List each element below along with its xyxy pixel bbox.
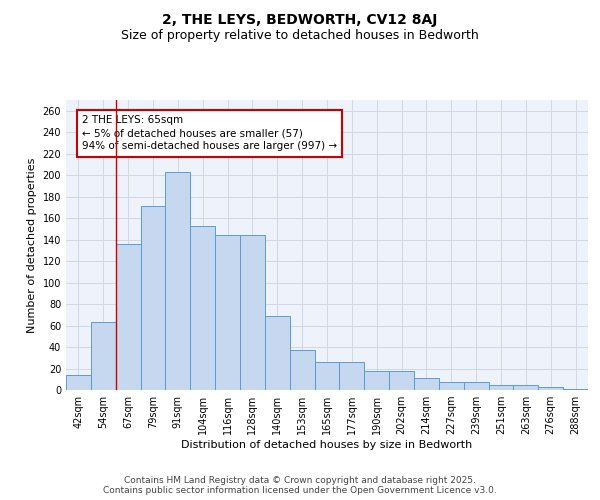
X-axis label: Distribution of detached houses by size in Bedworth: Distribution of detached houses by size … [181, 440, 473, 450]
Bar [190, 226, 215, 390]
Text: Contains HM Land Registry data © Crown copyright and database right 2025.
Contai: Contains HM Land Registry data © Crown c… [103, 476, 497, 495]
Text: 2 THE LEYS: 65sqm
← 5% of detached houses are smaller (57)
94% of semi-detached : 2 THE LEYS: 65sqm ← 5% of detached house… [82, 115, 337, 152]
Bar [166, 172, 190, 390]
Text: 2, THE LEYS, BEDWORTH, CV12 8AJ: 2, THE LEYS, BEDWORTH, CV12 8AJ [163, 13, 437, 27]
Bar [514, 384, 538, 390]
Bar [340, 362, 364, 390]
Bar [364, 370, 389, 390]
Bar [488, 384, 514, 390]
Bar [563, 389, 588, 390]
Bar [66, 375, 91, 390]
Text: Size of property relative to detached houses in Bedworth: Size of property relative to detached ho… [121, 28, 479, 42]
Bar [290, 350, 314, 390]
Bar [414, 378, 439, 390]
Bar [240, 236, 265, 390]
Bar [464, 382, 488, 390]
Bar [140, 206, 166, 390]
Y-axis label: Number of detached properties: Number of detached properties [27, 158, 37, 332]
Bar [265, 316, 290, 390]
Bar [215, 236, 240, 390]
Bar [538, 387, 563, 390]
Bar [439, 382, 464, 390]
Bar [91, 322, 116, 390]
Bar [116, 244, 140, 390]
Bar [314, 362, 340, 390]
Bar [389, 370, 414, 390]
